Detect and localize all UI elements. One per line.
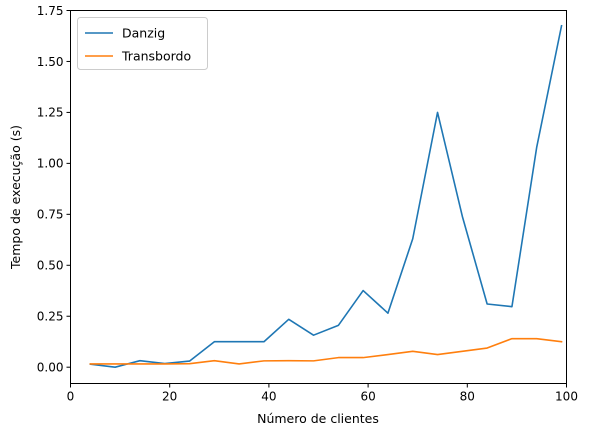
x-tick-label: 60 [360,390,375,404]
x-tick-label: 0 [67,390,75,404]
series-line-transbordo [89,337,563,365]
y-tick-label: 0.00 [37,360,64,374]
y-tick-label: 1.00 [37,157,64,171]
y-tick-label: 1.25 [37,106,64,120]
plot-frame [70,10,567,384]
x-tick-label: 40 [261,390,276,404]
x-tick-label: 80 [460,390,475,404]
legend-label-danzig: Danzig [122,26,165,41]
y-tick-label: 0.75 [37,208,64,222]
legend: Danzig Transbordo [77,17,208,70]
x-axis-ticks: 0 20 40 60 80 100 [67,383,578,404]
y-axis-label: Tempo de execução (s) [8,125,23,270]
series-line-danzig [89,24,563,368]
y-axis-ticks: 0.00 0.25 0.50 0.75 1.00 1.25 1.50 1.75 [37,4,71,374]
x-tick-label: 100 [555,390,578,404]
y-tick-label: 1.75 [37,4,64,18]
y-tick-label: 0.25 [37,310,64,324]
y-tick-label: 0.50 [37,259,64,273]
x-tick-label: 20 [162,390,177,404]
x-axis-label: Número de clientes [257,411,379,426]
plot-lines [89,24,563,368]
legend-label-transbordo: Transbordo [121,49,191,64]
y-tick-label: 1.50 [37,55,64,69]
